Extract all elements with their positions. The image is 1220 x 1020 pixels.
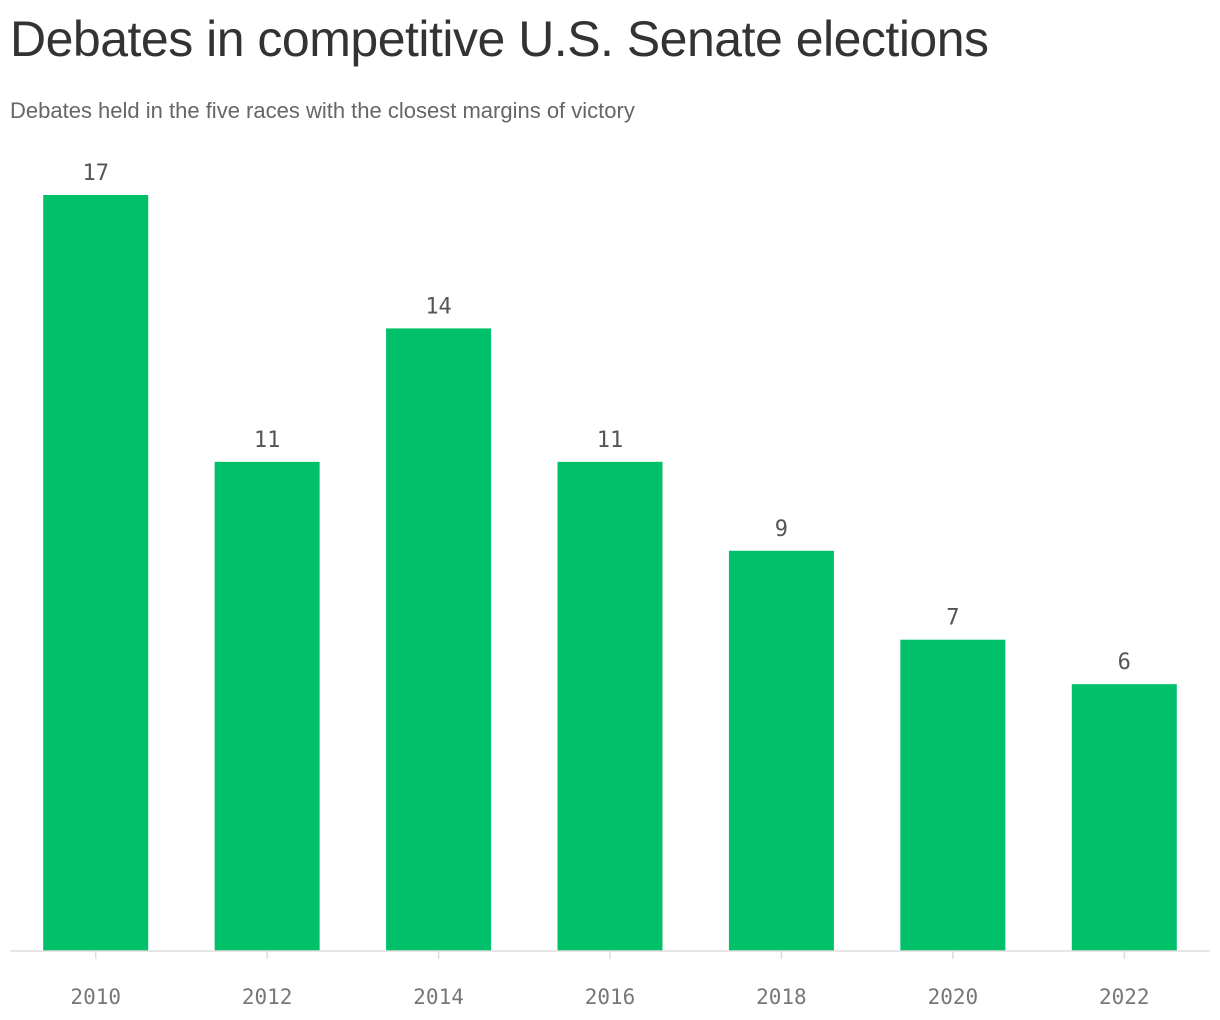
x-tick-label-2018: 2018 [756, 985, 807, 1009]
value-label-2022: 6 [1118, 650, 1131, 675]
value-label-2020: 7 [946, 606, 959, 631]
value-label-2018: 9 [775, 517, 788, 542]
value-label-2014: 14 [425, 294, 452, 319]
x-tick-label-2014: 2014 [413, 985, 464, 1009]
bar-2016 [557, 461, 663, 951]
bar-2010 [43, 195, 149, 951]
x-tick-label-2022: 2022 [1099, 985, 1150, 1009]
value-label-2016: 11 [597, 428, 624, 453]
x-tick-label-2010: 2010 [70, 985, 121, 1009]
chart-subtitle: Debates held in the five races with the … [10, 98, 635, 123]
bar-2012 [214, 461, 320, 951]
bar-2014 [386, 328, 492, 952]
bar-2022 [1071, 684, 1177, 951]
chart-title: Debates in competitive U.S. Senate elect… [10, 11, 989, 67]
x-tick-label-2016: 2016 [585, 985, 636, 1009]
bar-2020 [900, 639, 1006, 951]
value-label-2010: 17 [82, 161, 109, 186]
x-tick-label-2020: 2020 [928, 985, 979, 1009]
bar-2018 [728, 550, 834, 951]
value-label-2012: 11 [254, 428, 281, 453]
x-tick-label-2012: 2012 [242, 985, 293, 1009]
